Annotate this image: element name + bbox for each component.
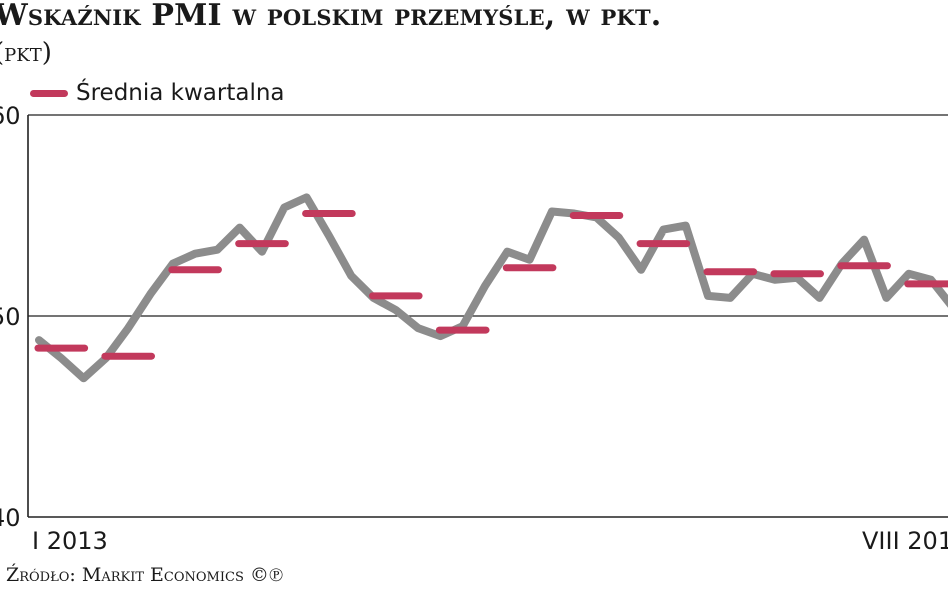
chart-title: Wskaźnik PMI w polskim przemyśle, w pkt.: [0, 0, 662, 33]
chart-source: Źródło: Markit Economics ©℗: [6, 564, 284, 586]
legend-swatch: [30, 89, 68, 97]
chart-subtitle: (pkt): [0, 38, 52, 68]
legend-label: Średnia kwartalna: [76, 80, 285, 106]
y-tick-label: 40: [0, 504, 21, 532]
pmi-line: [35, 193, 948, 383]
y-tick-label: 50: [0, 303, 21, 331]
legend: Średnia kwartalna: [30, 76, 285, 110]
y-tick-label: 60: [0, 102, 21, 130]
x-tick-label: I 2013: [32, 527, 108, 555]
x-tick-label: VIII 2016: [862, 527, 948, 555]
